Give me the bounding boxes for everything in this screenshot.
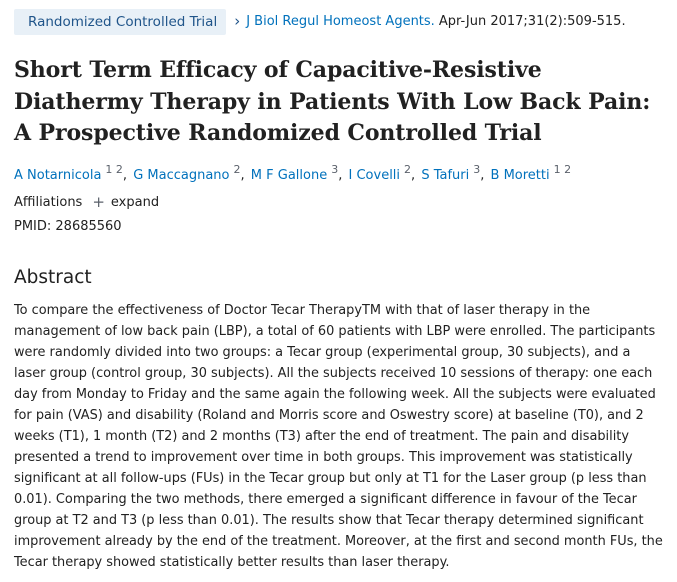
author-item: A Notarnicola 1 2, (14, 164, 133, 183)
journal-link[interactable]: J Biol Regul Homeost Agents. (246, 14, 435, 29)
author-item: G Maccagnano 2, (133, 164, 251, 183)
abstract-heading: Abstract (14, 266, 92, 288)
expand-affiliations-button[interactable]: + expand (92, 192, 160, 211)
author-item: I Covelli 2, (348, 164, 422, 183)
affiliation-number[interactable]: 2 (233, 163, 241, 177)
affiliation-number[interactable]: 3 (331, 163, 339, 177)
author-separator: , (411, 167, 416, 183)
citation-details: Apr-Jun 2017;31(2):509-515. (438, 14, 626, 29)
abstract-text: To compare the effectiveness of Doctor T… (14, 302, 663, 570)
affiliations-row: Affiliations + expand (14, 192, 664, 211)
citation: › J Biol Regul Homeost Agents. Apr-Jun 2… (234, 12, 626, 30)
author-link[interactable]: S Tafuri (421, 167, 470, 183)
author-link[interactable]: G Maccagnano (133, 167, 230, 183)
author-link[interactable]: M F Gallone (250, 167, 328, 183)
author-separator: , (480, 167, 485, 183)
article-title: Short Term Efficacy of Capacitive-Resist… (14, 57, 651, 146)
author-separator: , (240, 167, 245, 183)
author-separator: , (338, 167, 343, 183)
expand-label: expand (110, 194, 160, 210)
author-link[interactable]: I Covelli (348, 167, 401, 183)
author-item: M F Gallone 3, (250, 164, 349, 183)
affiliation-number[interactable]: 3 (473, 163, 481, 177)
chevron-right-icon[interactable]: › (234, 12, 241, 30)
affiliation-number[interactable]: 1 2 (105, 163, 123, 177)
authors-list: A Notarnicola 1 2, G Maccagnano 2, M F Gal… (14, 164, 664, 186)
article-header-row: Randomized Controlled Trial › J Biol Reg… (14, 8, 664, 35)
author-link[interactable]: A Notarnicola (14, 167, 102, 183)
plus-icon: + (92, 192, 105, 211)
affiliations-label: Affiliations (14, 194, 83, 210)
affiliation-number[interactable]: 2 (404, 163, 412, 177)
publication-type-badge[interactable]: Randomized Controlled Trial (14, 8, 227, 35)
article-page: Randomized Controlled Trial › J Biol Reg… (14, 8, 664, 573)
author-separator: , (122, 167, 128, 183)
author-link[interactable]: B Moretti (490, 167, 550, 183)
pmid: PMID: 28685560 (14, 218, 122, 234)
affiliation-number[interactable]: 1 2 (553, 163, 572, 177)
author-item: B Moretti 1 2 (490, 164, 572, 183)
author-item: S Tafuri 3, (421, 164, 490, 183)
